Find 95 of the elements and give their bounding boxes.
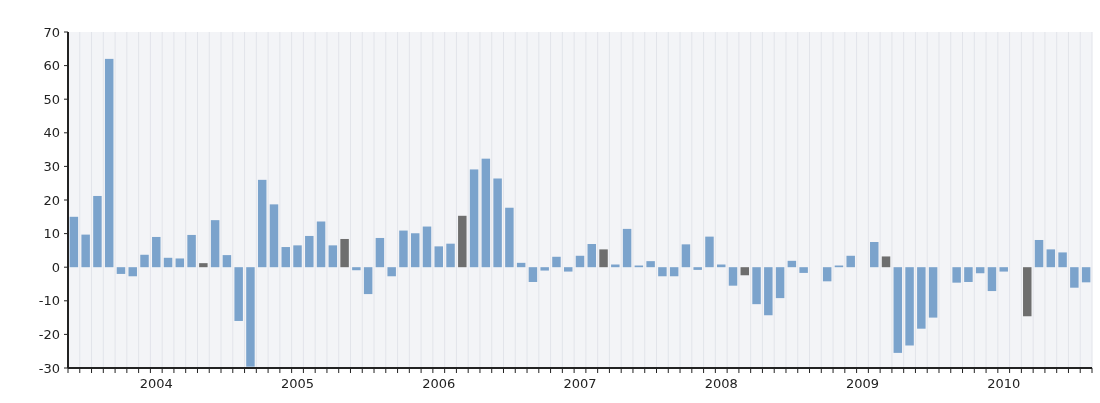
bar <box>563 267 573 272</box>
bar <box>917 267 926 329</box>
x-tick-label: 2009 <box>845 376 880 391</box>
bar <box>822 267 832 282</box>
bar <box>881 256 891 268</box>
bar <box>987 267 997 292</box>
bar <box>952 267 961 283</box>
bar <box>305 235 314 268</box>
bar <box>493 178 502 268</box>
x-tick-label: 2007 <box>563 376 597 391</box>
y-tick-label: 30 <box>43 158 60 174</box>
bar <box>69 216 79 268</box>
bar <box>116 267 126 274</box>
bar <box>622 228 632 268</box>
x-tick-label: 2010 <box>987 376 1021 391</box>
bar <box>257 179 267 268</box>
bar <box>352 267 361 271</box>
bar <box>222 255 232 268</box>
x-tick-label: 2005 <box>280 376 315 391</box>
bar <box>870 242 879 268</box>
bar <box>1046 249 1056 268</box>
bar <box>469 169 479 268</box>
y-tick-label: 20 <box>43 192 60 208</box>
bar <box>375 237 385 268</box>
bar <box>728 267 738 286</box>
bar <box>1034 239 1044 268</box>
y-tick-label: 0 <box>51 259 60 275</box>
bar <box>422 226 432 268</box>
bar <box>540 267 549 271</box>
bar <box>104 58 114 268</box>
bar <box>681 244 691 268</box>
x-tick-label: 2006 <box>422 376 456 391</box>
bar <box>928 267 938 318</box>
y-tick-label: 10 <box>43 226 60 242</box>
y-tick-label: 50 <box>43 91 60 107</box>
bar <box>705 236 714 268</box>
bar <box>234 267 243 321</box>
bar <box>669 267 679 277</box>
bar <box>163 257 173 268</box>
bar <box>658 267 667 277</box>
bar <box>458 215 467 268</box>
bar <box>210 220 220 268</box>
bar <box>1070 267 1079 288</box>
bar <box>999 267 1008 272</box>
bar <box>764 267 773 316</box>
x-tick-label: 2008 <box>704 376 738 391</box>
bar <box>799 267 808 273</box>
y-tick-label: 40 <box>43 125 60 141</box>
bar <box>410 233 420 268</box>
bar <box>1081 267 1091 283</box>
bar <box>505 207 514 268</box>
bar <box>93 195 102 268</box>
bar <box>387 267 396 277</box>
bar <box>281 247 290 268</box>
bar <box>187 234 196 268</box>
bar <box>399 230 408 268</box>
bar <box>575 255 585 268</box>
x-tick-label: 2004 <box>139 376 173 391</box>
bar <box>905 267 914 346</box>
y-tick-label: 60 <box>43 58 60 74</box>
bar <box>328 245 338 268</box>
bar <box>528 267 538 282</box>
y-tick-label: -30 <box>38 360 60 376</box>
y-tick-label: -20 <box>38 326 60 342</box>
bar <box>752 267 761 305</box>
bar <box>81 234 90 268</box>
bar <box>1058 252 1067 268</box>
bar <box>975 267 985 274</box>
bar <box>269 204 279 268</box>
bar <box>1023 267 1032 317</box>
bar <box>434 246 443 268</box>
bar <box>140 254 149 268</box>
bar <box>599 249 608 268</box>
bar <box>552 256 561 268</box>
bar <box>446 243 455 268</box>
bar <box>646 261 655 268</box>
bar <box>152 236 161 268</box>
bar <box>363 267 373 295</box>
bar <box>893 267 903 353</box>
bar <box>964 267 973 282</box>
bar <box>340 238 349 268</box>
bar <box>775 267 785 299</box>
bar <box>293 245 302 268</box>
bar <box>175 258 185 268</box>
bar <box>481 158 491 268</box>
bar <box>128 267 137 277</box>
y-tick-label: -10 <box>38 293 60 309</box>
bar <box>693 267 702 270</box>
bar <box>316 221 326 268</box>
bar <box>587 244 597 268</box>
bar <box>846 255 855 268</box>
y-tick-label: 70 <box>43 24 60 40</box>
bar <box>246 267 255 367</box>
bar <box>199 263 208 268</box>
bar <box>740 267 750 276</box>
